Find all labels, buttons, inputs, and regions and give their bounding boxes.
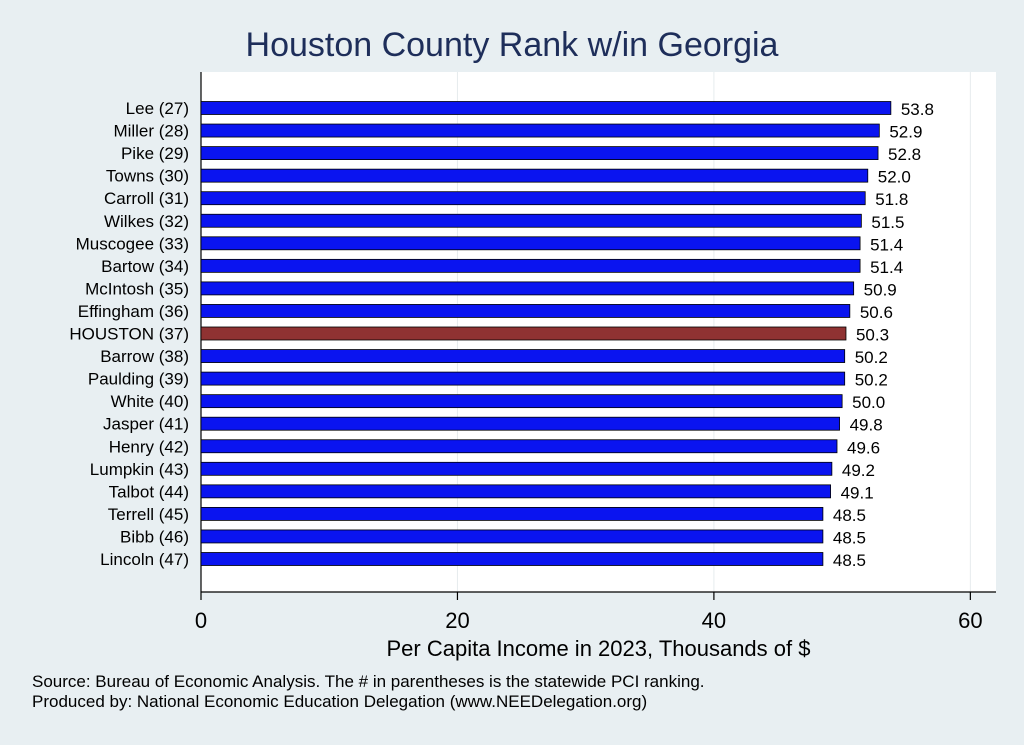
data-label: 51.8	[875, 190, 908, 209]
bar	[200, 506, 824, 521]
data-label: 50.6	[860, 303, 893, 322]
category-label: Jasper (41)	[103, 415, 189, 434]
data-label: 51.5	[871, 213, 904, 232]
category-label: Paulding (39)	[88, 370, 189, 389]
data-label: 53.8	[901, 100, 934, 119]
data-label: 49.1	[841, 483, 874, 502]
category-label: Talbot (44)	[109, 482, 189, 501]
data-label: 49.8	[850, 416, 883, 435]
bar	[200, 484, 831, 499]
category-label: Lee (27)	[126, 99, 189, 118]
bar	[200, 123, 880, 138]
data-label: 50.0	[852, 393, 885, 412]
category-label: Lumpkin (43)	[90, 460, 189, 479]
bar	[200, 146, 879, 161]
category-label: Bartow (34)	[101, 257, 189, 276]
bar	[200, 213, 862, 228]
chart-title: Houston County Rank w/in Georgia	[245, 26, 779, 64]
category-label: Henry (42)	[109, 437, 189, 456]
data-label: 50.2	[855, 371, 888, 390]
bar	[200, 349, 846, 363]
category-label: Bibb (46)	[120, 527, 189, 546]
bar	[200, 529, 824, 544]
bar	[200, 191, 866, 206]
bar	[200, 552, 824, 566]
bar	[200, 236, 861, 251]
data-label: 51.4	[870, 235, 903, 254]
x-tick-label: 60	[958, 608, 982, 633]
data-label: 49.2	[842, 461, 875, 480]
category-label: Lincoln (47)	[100, 550, 189, 569]
bar	[200, 281, 855, 296]
x-axis-label: Per Capita Income in 2023, Thousands of …	[387, 636, 811, 661]
bar	[200, 101, 892, 115]
data-label: 49.6	[847, 438, 880, 457]
category-label: Pike (29)	[121, 144, 189, 163]
category-label: Muscogee (33)	[76, 234, 189, 253]
data-label: 48.5	[833, 551, 866, 570]
bar	[200, 371, 846, 386]
category-label: Miller (28)	[113, 122, 189, 141]
data-label: 52.9	[889, 123, 922, 142]
category-label: HOUSTON (37)	[69, 325, 189, 344]
category-label: Effingham (36)	[78, 302, 189, 321]
bar	[200, 258, 861, 273]
source-note: Source: Bureau of Economic Analysis. The…	[32, 672, 705, 691]
data-label: 50.2	[855, 348, 888, 367]
x-tick-label: 40	[702, 608, 726, 633]
bar	[200, 394, 843, 409]
bar	[200, 168, 869, 183]
data-label: 52.0	[878, 168, 911, 187]
category-label: Barrow (38)	[100, 347, 189, 366]
bar-highlight	[200, 326, 847, 341]
bar	[200, 439, 838, 454]
bar	[200, 416, 840, 431]
bar	[200, 461, 833, 476]
category-label: Carroll (31)	[104, 189, 189, 208]
data-label: 50.3	[856, 326, 889, 345]
category-label: Wilkes (32)	[104, 212, 189, 231]
data-label: 48.5	[833, 528, 866, 547]
data-label: 51.4	[870, 258, 903, 277]
category-label: White (40)	[111, 392, 189, 411]
data-label: 48.5	[833, 506, 866, 525]
bar	[200, 304, 851, 318]
category-label: Terrell (45)	[108, 505, 189, 524]
data-label: 50.9	[864, 280, 897, 299]
x-tick-label: 20	[445, 608, 469, 633]
producer-note: Produced by: National Economic Education…	[32, 692, 648, 711]
category-label: McIntosh (35)	[85, 279, 189, 298]
x-tick-label: 0	[195, 608, 207, 633]
data-label: 52.8	[888, 145, 921, 164]
category-label: Towns (30)	[106, 167, 189, 186]
